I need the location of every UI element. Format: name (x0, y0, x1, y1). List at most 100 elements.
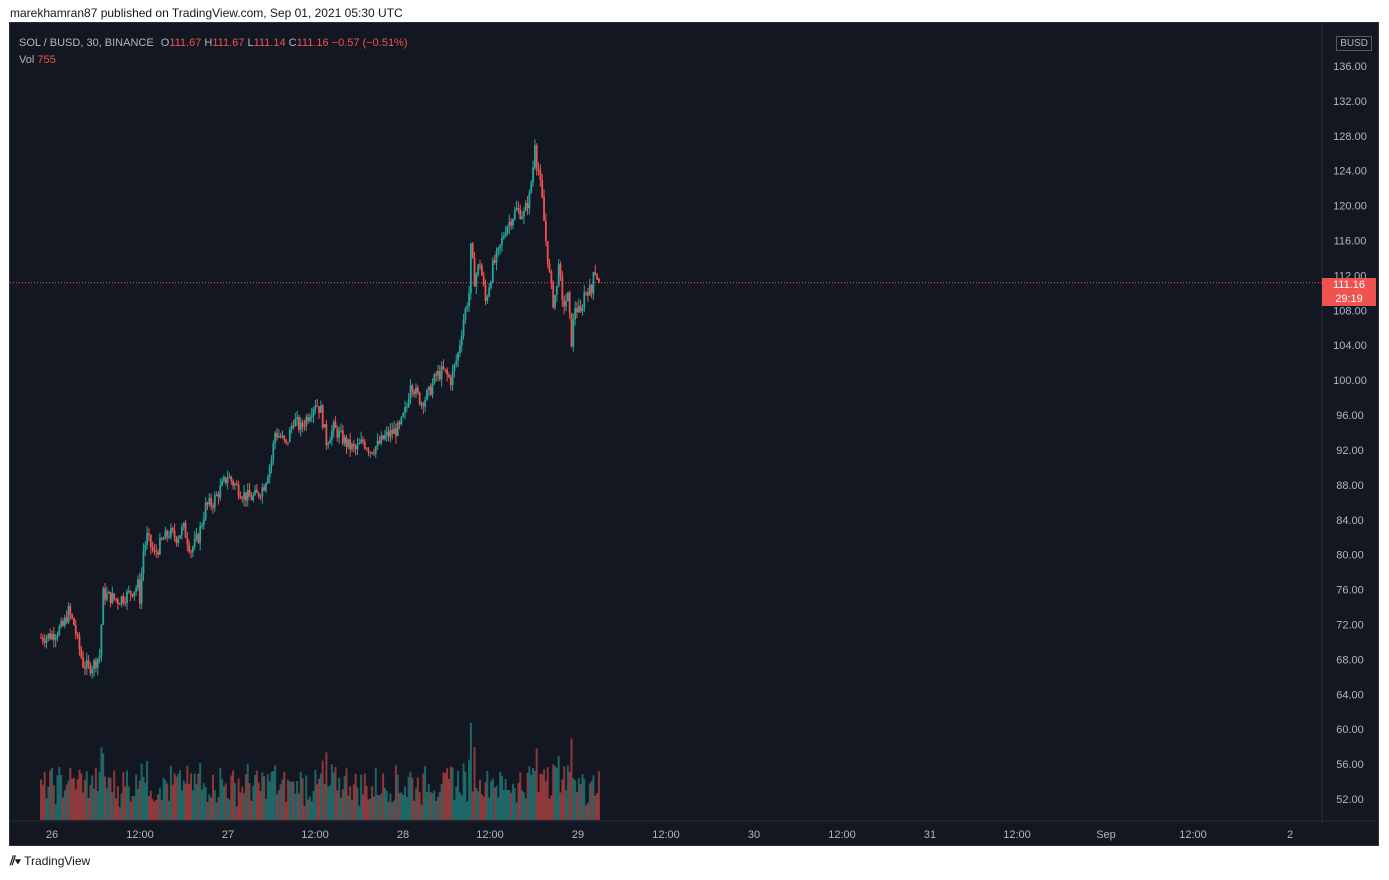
candle-body (69, 606, 72, 615)
candle-body (382, 435, 384, 440)
volume-bar (136, 788, 139, 820)
chart-frame[interactable]: 52.00 56.00 60.00 64.00 68.00 72.00 76.00 80.00… (9, 22, 1379, 846)
volume-bar (211, 774, 214, 820)
candle-body (74, 625, 77, 635)
volume-bar (543, 769, 546, 820)
volume-bar (135, 774, 138, 820)
volume-bar (49, 770, 52, 820)
candle-body (122, 596, 125, 603)
candle-body (387, 431, 390, 437)
volume-bar (340, 797, 343, 820)
candle-body (369, 452, 372, 454)
candle-body (65, 617, 68, 623)
candle-body (73, 617, 75, 626)
volume-bar (462, 763, 465, 820)
volume-bar (469, 722, 472, 820)
volume-bar (502, 789, 505, 820)
volume-bar (265, 799, 268, 820)
candle-body (371, 452, 374, 454)
volume-bar (488, 797, 491, 820)
volume-bar (232, 770, 235, 820)
legend-high: 111.67 (212, 37, 245, 49)
candle-body (254, 489, 256, 495)
legend-close: 111.16 (296, 37, 329, 49)
candle-body (325, 424, 328, 446)
volume-bar (303, 806, 306, 820)
volume-bar (65, 784, 68, 820)
volume-bar (308, 796, 311, 820)
candle-body (457, 353, 459, 361)
volume-bar (190, 773, 193, 820)
volume-bar (345, 768, 348, 820)
time-tick-label: 12:00 (828, 829, 856, 841)
legend-vol-label[interactable]: Vol (19, 54, 35, 66)
volume-bar (182, 780, 185, 820)
volume-bar (367, 799, 370, 820)
time-tick-label: 12:00 (1179, 829, 1207, 841)
volume-bar (517, 782, 520, 820)
volume-bar (312, 790, 315, 820)
volume-bar (233, 782, 236, 820)
candle-body (429, 386, 432, 395)
volume-bar (91, 775, 94, 820)
currency-badge[interactable]: BUSD (1336, 36, 1372, 51)
volume-bar (219, 767, 222, 820)
volume-bar (491, 778, 494, 820)
volume-bar (222, 786, 225, 820)
volume-bar (537, 792, 540, 820)
candle-body (52, 634, 55, 640)
volume-bar (581, 774, 584, 820)
volume-bar (365, 786, 368, 820)
volume-bar (184, 783, 187, 820)
volume-bar (58, 766, 61, 820)
volume-bar (314, 769, 317, 820)
candle-body (473, 257, 476, 287)
candle-body (526, 203, 529, 209)
candle-body (438, 371, 441, 380)
volume-bar (144, 782, 147, 820)
volume-bar (561, 779, 564, 820)
volume-bar (162, 777, 165, 820)
volume-bar (226, 797, 229, 820)
candle-body (459, 345, 461, 354)
volume-bar (396, 774, 399, 820)
candle-body (131, 594, 134, 597)
volume-bar (157, 794, 160, 820)
volume-bar (307, 799, 310, 820)
candle-body (288, 429, 291, 443)
volume-bar (383, 787, 386, 820)
tradingview-footer[interactable]: ⫽▾ TradingView (10, 853, 90, 869)
price-tick-label: 68.00 (1336, 654, 1364, 666)
volume-bar (221, 779, 224, 820)
volume-bar (378, 795, 381, 820)
volume-bar (56, 775, 59, 820)
volume-bar (550, 795, 553, 820)
volume-bar (261, 772, 264, 820)
candle-body (263, 487, 266, 491)
candle-body (488, 287, 491, 297)
volume-bar (239, 792, 242, 820)
legend-symbol[interactable]: SOL / BUSD, 30, BINANCE (19, 37, 154, 49)
candle-body (105, 593, 108, 600)
candle-body (554, 294, 556, 308)
candle-body (334, 421, 337, 429)
candle-body (85, 660, 88, 669)
price-chart[interactable]: 52.00 56.00 60.00 64.00 68.00 72.00 76.00 80.00… (10, 23, 1378, 845)
volume-bar (279, 784, 282, 820)
volume-bar (85, 771, 88, 820)
volume-bar (202, 783, 205, 820)
candle-body (104, 588, 106, 600)
candle-body (100, 624, 103, 656)
candle-body (440, 366, 443, 380)
candle-body (479, 264, 481, 266)
candle-body (180, 527, 183, 536)
candle-body (367, 449, 370, 453)
time-tick-label: 27 (222, 829, 234, 841)
price-tick-label: 72.00 (1336, 619, 1364, 631)
candle-body (230, 476, 233, 482)
candle-body (210, 498, 213, 506)
candle-body (352, 444, 355, 447)
volume-bar (477, 790, 480, 820)
volume-bar (372, 796, 375, 820)
candle-body (206, 502, 209, 505)
